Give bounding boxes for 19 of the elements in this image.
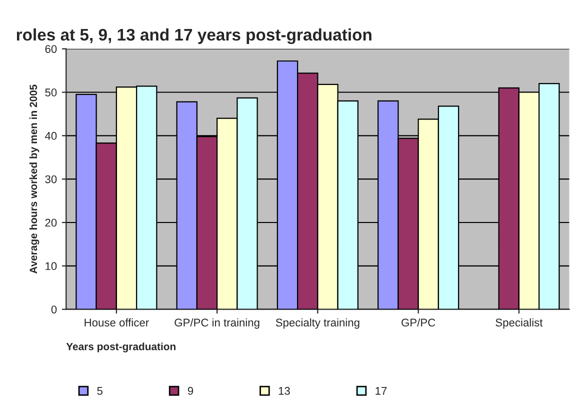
x-tick-label: House officer xyxy=(84,318,149,327)
y-tick-label: 20 xyxy=(45,218,57,227)
x-tick-label: GP/PC in training xyxy=(174,318,260,329)
y-tick-label: 0 xyxy=(51,306,57,314)
x-axis-title: Years post-graduation xyxy=(66,342,176,352)
x-tick-label: Specialist xyxy=(496,318,543,329)
x-tick-label: Specialty training xyxy=(276,318,360,329)
legend-label: 5 xyxy=(97,387,102,395)
legend-label: 17 xyxy=(376,387,387,395)
x-tick-label: GP/PC xyxy=(402,318,436,327)
legend-label: 9 xyxy=(188,386,194,395)
y-tick-label: 60 xyxy=(45,45,57,53)
y-tick-label: 10 xyxy=(46,262,57,270)
y-tick-label: 40 xyxy=(44,132,57,140)
legend-label: 13 xyxy=(278,386,290,395)
y-axis-title: Average hours worked by men in 2005 xyxy=(29,84,40,274)
y-tick-label: 50 xyxy=(45,88,57,96)
y-tick-label: 30 xyxy=(45,175,57,184)
chart-title: roles at 5, 9, 13 and 17 years post-graduation xyxy=(16,28,372,44)
